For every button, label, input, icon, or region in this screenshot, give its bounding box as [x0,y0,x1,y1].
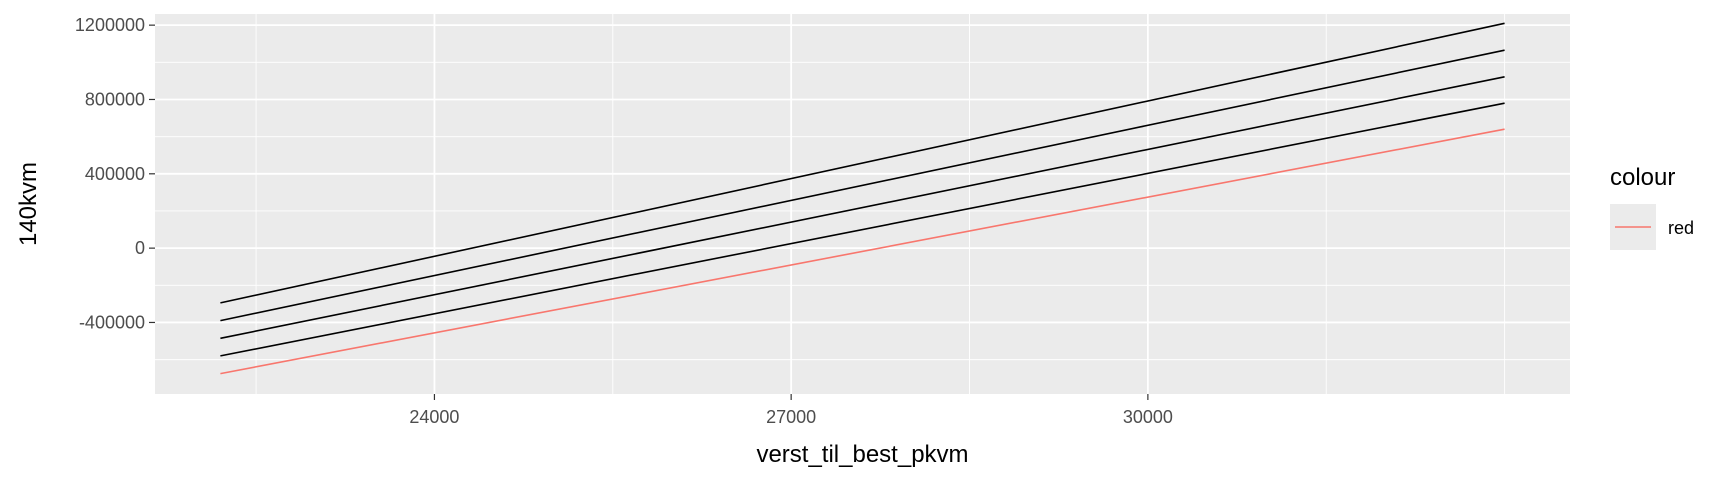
legend: colour red [1610,164,1694,250]
legend-title: colour [1610,164,1675,191]
series-line-5 [220,128,1505,375]
y-tick-label: -400000 [79,312,145,332]
y-axis-title: 140kvm [15,162,42,246]
x-tick-label: 30000 [1123,407,1173,427]
y-tick-label: 1200000 [75,15,145,35]
x-tick-label: 27000 [766,407,816,427]
plot-panel [155,14,1570,394]
legend-label-red: red [1668,218,1694,238]
series-line-4 [220,102,1505,357]
y-tick-label: 800000 [85,89,145,109]
y-tick-label: 0 [135,238,145,258]
series-layer [220,22,1505,375]
series-line-2 [220,49,1505,322]
x-tick-label: 24000 [409,407,459,427]
y-tick-label: 400000 [85,164,145,184]
x-axis-title: verst_til_best_pkvm [756,441,968,468]
x-axis: 24000 27000 30000 [409,394,1173,427]
series-line-1 [220,22,1505,304]
y-axis: -400000 0 400000 800000 1200000 [75,15,155,332]
series-line-3 [220,76,1505,340]
